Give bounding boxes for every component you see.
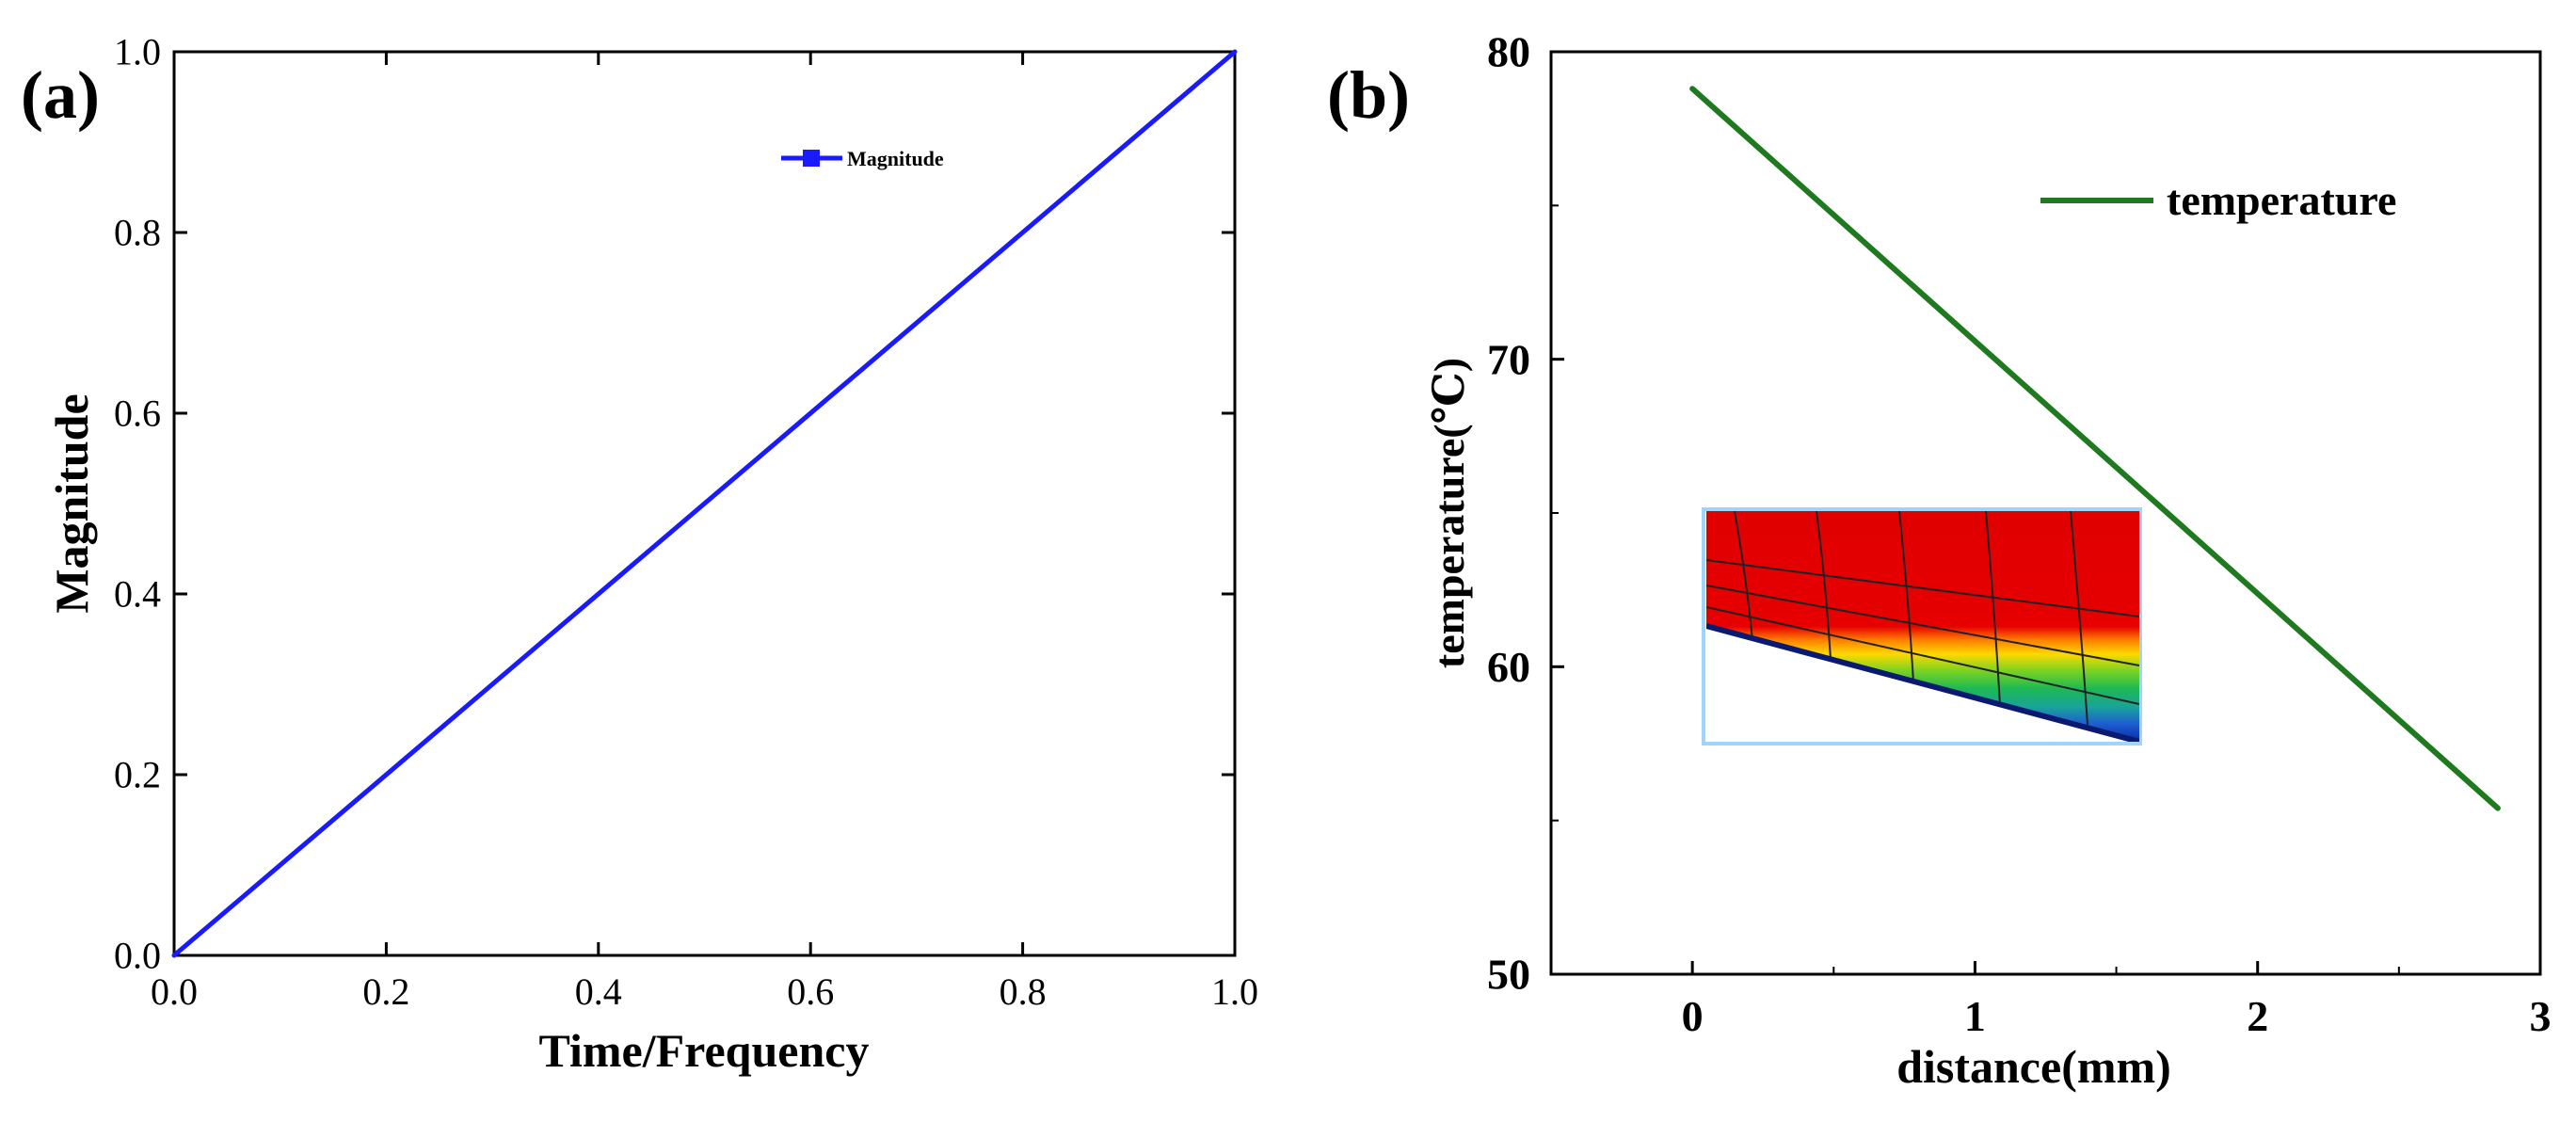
panel-a: (a) 0.0 0.2 0.4 0.6 0.8 1.0 0.0 0.2 0.4 0.6 0.8 1.… <box>21 31 1258 1077</box>
panel-a-plot-frame <box>172 50 1237 957</box>
panel-b-x-ticks: 0 1 2 3 <box>1682 961 2552 1040</box>
panel-b-inset-contour <box>1702 507 2142 745</box>
x-tick-label: 0.8 <box>1000 970 1047 1013</box>
x-tick-label: 1.0 <box>1211 970 1258 1013</box>
x-tick-label: 0.4 <box>575 970 622 1013</box>
panel-b-label: (b) <box>1327 57 1410 133</box>
x-tick-label: 0 <box>1682 992 1704 1040</box>
y-tick-label: 0.6 <box>114 393 161 435</box>
panel-a-y-axis-label: Magnitude <box>45 393 98 613</box>
panel-b: (b) 0 1 2 3 50 60 70 80 <box>1327 28 2552 1093</box>
x-tick-label: 0.6 <box>787 970 834 1013</box>
panel-b-x-axis-label: distance(mm) <box>1896 1040 2171 1093</box>
y-tick-label: 1.0 <box>114 31 161 73</box>
panel-b-legend-label: temperature <box>2167 176 2396 224</box>
series-line <box>1689 86 2501 811</box>
panel-a-x-ticks: 0.0 0.2 0.4 0.6 0.8 1.0 <box>151 52 1258 1013</box>
panel-a-legend-marker <box>803 150 820 167</box>
panel-a-legend-label: Magnitude <box>847 147 944 170</box>
x-tick-label: 1 <box>1964 992 1986 1040</box>
panel-b-series <box>1689 86 2501 811</box>
panel-b-y-axis-label: temperature(℃) <box>1425 358 1473 668</box>
y-tick-label: 80 <box>1487 28 1530 76</box>
x-tick-label: 0.2 <box>362 970 409 1013</box>
y-tick-label: 0.8 <box>114 212 161 254</box>
panel-b-y-ticks: 50 60 70 80 <box>1487 28 1564 999</box>
y-tick-label: 50 <box>1487 951 1530 999</box>
panel-b-legend: temperature <box>2040 176 2396 224</box>
panel-a-x-axis-label: Time/Frequency <box>539 1024 870 1077</box>
panel-a-y-ticks: 0.0 0.2 0.4 0.6 0.8 1.0 <box>114 31 1235 977</box>
x-tick-label: 0.0 <box>151 970 198 1013</box>
panel-a-label: (a) <box>21 57 100 133</box>
x-tick-label: 3 <box>2530 992 2552 1040</box>
series-line <box>171 49 1238 958</box>
y-tick-label: 0.0 <box>114 935 161 977</box>
x-tick-label: 2 <box>2247 992 2268 1040</box>
y-tick-label: 70 <box>1487 335 1530 383</box>
panel-a-legend: Magnitude <box>781 147 944 170</box>
y-tick-label: 60 <box>1487 643 1530 691</box>
y-tick-label: 0.2 <box>114 754 161 796</box>
y-tick-label: 0.4 <box>114 573 161 616</box>
panel-a-series <box>171 49 1238 958</box>
